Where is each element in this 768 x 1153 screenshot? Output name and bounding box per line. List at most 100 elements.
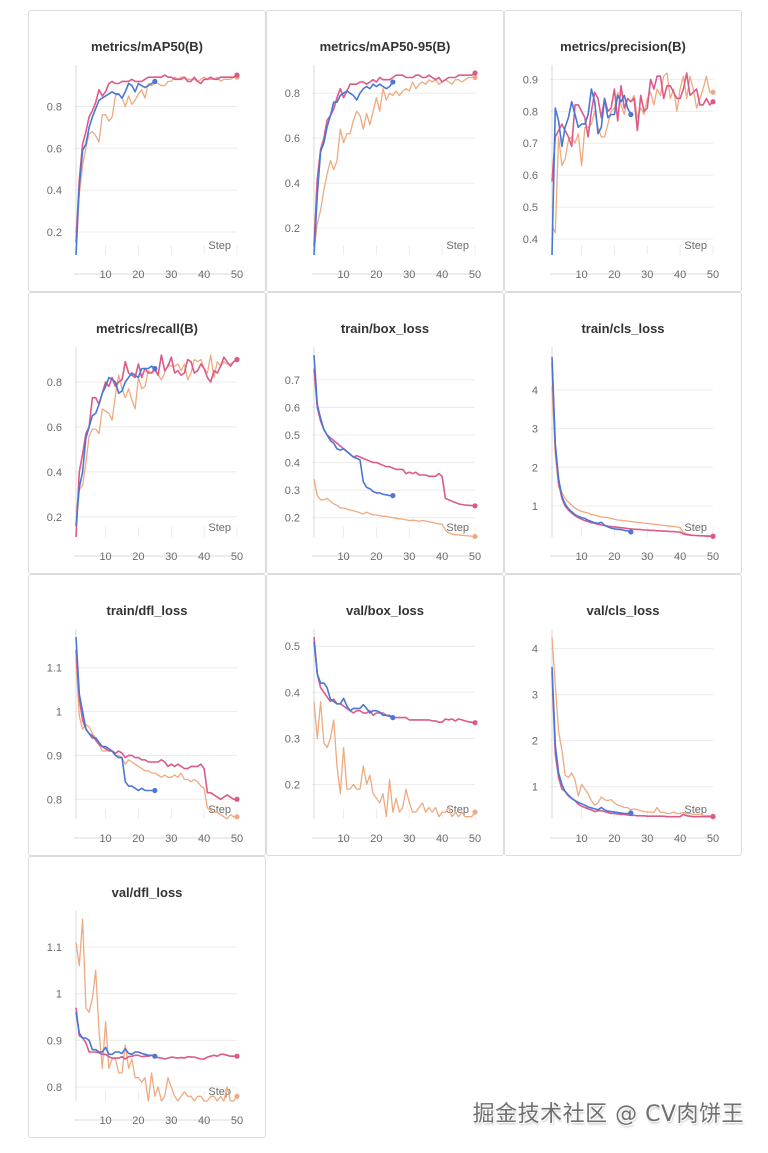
x-tick-label: 20 — [370, 269, 382, 281]
chart-svg: 0.2 0.3 0.4 0.5 0.6 0.7 10 20 30 40 50 Step — [285, 347, 481, 563]
series-end-marker-orange — [472, 533, 478, 540]
series-line-blue — [313, 641, 394, 719]
x-tick-label: 20 — [132, 833, 144, 845]
x-tick-label: 30 — [165, 551, 177, 563]
x-tick-label: 10 — [575, 833, 587, 845]
y-tick-label: 0.2 — [285, 779, 300, 791]
chart-panel: val/dfl_loss 0.8 0.9 1 1.1 10 20 30 40 50 Step — [28, 856, 266, 1138]
x-tick-label: 40 — [674, 269, 686, 281]
x-axis-label: Step — [446, 240, 469, 252]
x-tick-label: 30 — [641, 833, 653, 845]
x-tick-label: 30 — [641, 551, 653, 563]
x-tick-label: 10 — [99, 551, 111, 563]
y-tick-label: 2 — [532, 462, 538, 474]
series-line-blue — [551, 88, 632, 256]
x-axis-label: Step — [684, 240, 707, 252]
series-end-marker-blue — [628, 529, 634, 535]
chart-title: metrics/precision(B) — [560, 39, 686, 54]
y-tick-label: 0.2 — [285, 223, 300, 235]
chart-svg: 0.2 0.4 0.6 0.8 10 20 30 40 50 Step — [47, 65, 243, 281]
chart-svg: 0.2 0.4 0.6 0.8 10 20 30 40 50 Step — [47, 347, 243, 563]
y-tick-label: 0.5 — [285, 641, 300, 653]
chart-panel: train/cls_loss 1 2 3 4 10 20 30 40 50 Step — [504, 292, 742, 574]
y-tick-label: 3 — [532, 690, 538, 702]
x-axis-label: Step — [446, 804, 469, 816]
y-tick-label: 0.6 — [285, 402, 300, 414]
x-tick-label: 10 — [99, 833, 111, 845]
x-tick-label: 10 — [99, 269, 111, 281]
x-tick-label: 40 — [198, 269, 210, 281]
x-tick-label: 50 — [469, 551, 481, 563]
chart-svg: 1 2 3 4 10 20 30 40 50 Step — [532, 347, 719, 563]
x-tick-label: 10 — [337, 551, 349, 563]
x-tick-label: 50 — [707, 551, 719, 563]
series-line-pink — [313, 72, 476, 247]
x-tick-label: 50 — [231, 1115, 243, 1127]
chart-panel: metrics/mAP50(B) 0.2 0.4 0.6 0.8 10 20 30 40 50 St… — [28, 10, 266, 292]
chart-title: train/box_loss — [340, 321, 430, 336]
series-line-blue — [75, 636, 155, 792]
chart-title: val/dfl_loss — [111, 885, 183, 900]
series-end-marker-orange — [472, 809, 478, 815]
series-line-pink — [75, 74, 238, 243]
chart-svg: 0.2 0.3 0.4 0.5 10 20 30 40 50 Step — [285, 629, 481, 845]
y-tick-label: 0.9 — [523, 74, 538, 86]
y-tick-label: 1 — [56, 989, 62, 1001]
series-line-orange — [75, 354, 238, 513]
series-end-marker-pink — [472, 503, 478, 509]
series-end-marker-blue — [390, 715, 396, 721]
y-tick-label: 0.6 — [47, 143, 62, 155]
x-tick-label: 50 — [469, 833, 481, 845]
series-end-marker-pink — [472, 720, 478, 726]
y-tick-label: 0.5 — [285, 430, 300, 442]
x-tick-label: 10 — [575, 551, 587, 563]
chart-title: train/cls_loss — [581, 321, 665, 336]
series-line-orange — [551, 636, 714, 817]
x-axis-label: Step — [208, 240, 231, 252]
series-end-marker-blue — [628, 810, 634, 816]
series-line-orange — [313, 700, 476, 818]
series-line-pink — [551, 72, 714, 182]
series-line-orange — [551, 385, 714, 537]
series-line-orange — [313, 76, 475, 251]
x-tick-label: 40 — [436, 269, 448, 281]
x-tick-label: 30 — [403, 269, 415, 281]
x-tick-label: 40 — [436, 833, 448, 845]
x-tick-label: 20 — [132, 1115, 144, 1127]
y-tick-label: 2 — [532, 736, 538, 748]
x-tick-label: 30 — [165, 1115, 177, 1127]
x-tick-label: 10 — [337, 833, 349, 845]
chart-panel: train/box_loss 0.2 0.3 0.4 0.5 0.6 0.7 10 20 30 40… — [266, 292, 504, 574]
chart-title: metrics/mAP50(B) — [91, 39, 203, 54]
x-tick-label: 50 — [469, 269, 481, 281]
series-line-pink — [551, 671, 713, 818]
series-end-marker-pink — [710, 99, 716, 105]
y-tick-label: 0.7 — [285, 375, 300, 387]
series-end-marker-orange — [234, 814, 240, 820]
series-line-pink — [313, 636, 476, 724]
x-tick-label: 20 — [370, 833, 382, 845]
series-line-blue — [551, 666, 632, 815]
series-end-marker-pink — [234, 1053, 240, 1059]
y-tick-label: 0.6 — [523, 170, 538, 182]
series-end-marker-blue — [152, 1053, 158, 1059]
chart-svg: 0.4 0.5 0.6 0.7 0.8 0.9 10 20 30 40 50 Step — [523, 65, 719, 281]
chart-title: val/cls_loss — [586, 603, 660, 618]
series-line-orange — [75, 918, 238, 1102]
series-line-pink — [313, 368, 476, 507]
y-tick-label: 0.8 — [47, 1082, 62, 1094]
y-tick-label: 0.2 — [285, 513, 300, 525]
chart-panel: metrics/precision(B) 0.4 0.5 0.6 0.7 0.8 0.9 10… — [504, 10, 742, 292]
series-end-marker-pink — [234, 796, 240, 802]
y-tick-label: 0.2 — [47, 227, 62, 239]
y-tick-label: 0.6 — [285, 133, 300, 145]
x-tick-label: 20 — [132, 269, 144, 281]
y-tick-label: 0.3 — [285, 485, 300, 497]
series-end-marker-orange — [710, 89, 716, 95]
x-tick-label: 30 — [403, 551, 415, 563]
x-tick-label: 40 — [198, 551, 210, 563]
y-tick-label: 1 — [56, 707, 62, 719]
x-tick-label: 20 — [608, 551, 620, 563]
